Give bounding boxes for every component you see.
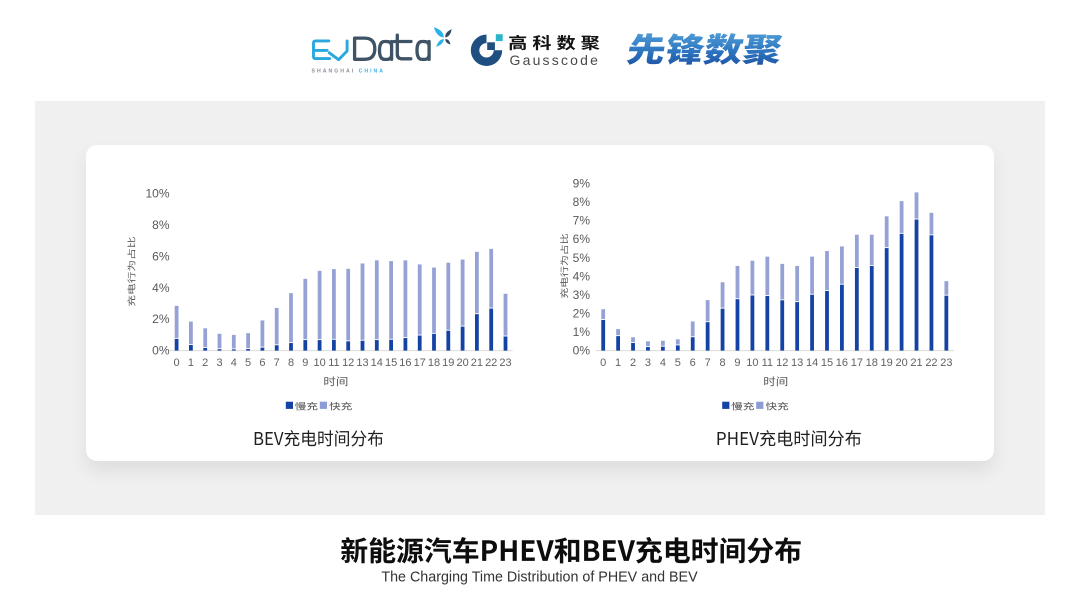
svg-text:20: 20 xyxy=(895,357,907,369)
svg-text:5: 5 xyxy=(675,357,681,369)
svg-text:18: 18 xyxy=(428,357,440,369)
svg-text:17: 17 xyxy=(414,357,426,369)
svg-text:0%: 0% xyxy=(152,344,170,358)
svg-text:2%: 2% xyxy=(573,307,591,321)
svg-text:16: 16 xyxy=(399,357,411,369)
svg-text:Gausscode: Gausscode xyxy=(510,52,601,68)
svg-text:6%: 6% xyxy=(152,249,170,263)
svg-text:19: 19 xyxy=(442,357,454,369)
svg-text:14: 14 xyxy=(806,357,818,369)
svg-text:21: 21 xyxy=(910,357,922,369)
svg-text:22: 22 xyxy=(925,357,937,369)
svg-text:8%: 8% xyxy=(573,195,591,209)
svg-text:12: 12 xyxy=(342,357,354,369)
svg-text:SHANGHAI CHINA: SHANGHAI CHINA xyxy=(312,68,386,74)
svg-text:0%: 0% xyxy=(573,344,591,358)
svg-text:13: 13 xyxy=(791,357,803,369)
svg-text:14: 14 xyxy=(371,357,383,369)
svg-text:1: 1 xyxy=(615,357,621,369)
svg-text:0: 0 xyxy=(174,357,180,369)
svg-text:18: 18 xyxy=(866,357,878,369)
svg-text:3%: 3% xyxy=(573,288,591,302)
svg-text:3: 3 xyxy=(645,357,651,369)
svg-text:7: 7 xyxy=(705,357,711,369)
svg-text:4: 4 xyxy=(231,357,237,369)
svg-text:9: 9 xyxy=(734,357,740,369)
svg-text:2%: 2% xyxy=(152,312,170,326)
svg-text:10%: 10% xyxy=(145,187,169,201)
svg-text:4: 4 xyxy=(660,357,666,369)
svg-text:22: 22 xyxy=(485,357,497,369)
svg-text:8: 8 xyxy=(719,357,725,369)
svg-text:1%: 1% xyxy=(573,325,591,339)
svg-text:11: 11 xyxy=(762,357,773,369)
svg-text:2: 2 xyxy=(202,357,208,369)
svg-text:23: 23 xyxy=(940,357,952,369)
svg-text:2: 2 xyxy=(630,357,636,369)
svg-text:5: 5 xyxy=(245,357,251,369)
svg-text:7: 7 xyxy=(274,357,280,369)
svg-text:1: 1 xyxy=(188,357,194,369)
svg-text:7%: 7% xyxy=(573,214,591,228)
svg-text:4%: 4% xyxy=(573,269,591,283)
svg-text:11: 11 xyxy=(328,357,339,369)
svg-text:9: 9 xyxy=(302,357,308,369)
svg-text:17: 17 xyxy=(851,357,863,369)
svg-text:20: 20 xyxy=(456,357,468,369)
svg-text:6%: 6% xyxy=(573,232,591,246)
svg-text:23: 23 xyxy=(499,357,511,369)
svg-text:5%: 5% xyxy=(573,251,591,265)
svg-text:0: 0 xyxy=(600,357,606,369)
svg-text:4%: 4% xyxy=(152,281,170,295)
svg-text:19: 19 xyxy=(881,357,893,369)
svg-text:6: 6 xyxy=(259,357,265,369)
svg-text:10: 10 xyxy=(746,357,758,369)
svg-text:10: 10 xyxy=(313,357,325,369)
svg-text:8: 8 xyxy=(288,357,294,369)
svg-text:15: 15 xyxy=(385,357,397,369)
svg-text:21: 21 xyxy=(471,357,483,369)
svg-text:3: 3 xyxy=(216,357,222,369)
svg-text:13: 13 xyxy=(356,357,368,369)
svg-text:8%: 8% xyxy=(152,218,170,232)
svg-text:16: 16 xyxy=(836,357,848,369)
svg-text:6: 6 xyxy=(690,357,696,369)
svg-text:9%: 9% xyxy=(573,177,591,191)
svg-text:15: 15 xyxy=(821,357,833,369)
svg-text:The Charging Time Distribution: The Charging Time Distribution of PHEV a… xyxy=(381,570,698,586)
svg-text:12: 12 xyxy=(776,357,788,369)
